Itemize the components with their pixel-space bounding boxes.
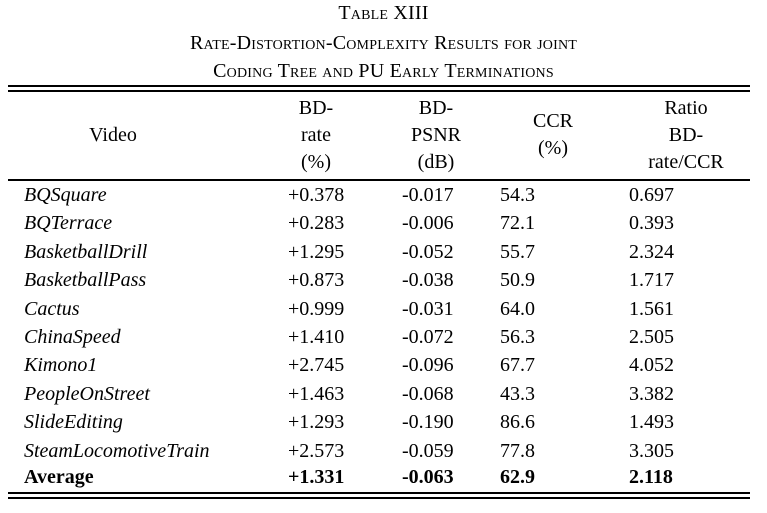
cell-ratio: 0.697 bbox=[629, 184, 674, 206]
table-header: Video BD- rate (%) BD- PSNR (dB) CCR (%)… bbox=[8, 93, 750, 177]
cell-video: BQSquare bbox=[24, 184, 107, 206]
cell-bd-psnr: -0.038 bbox=[402, 269, 454, 292]
top-rule-inner bbox=[8, 90, 750, 92]
cell-average-bd-psnr: -0.063 bbox=[402, 466, 454, 488]
cell-video: ChinaSpeed bbox=[24, 325, 121, 348]
table-caption-line-2: Coding Tree and PU Early Terminations bbox=[213, 60, 554, 82]
average-row: Average +1.331 -0.063 62.9 2.118 bbox=[8, 463, 750, 491]
table-caption-line-1: Rate-Distortion-Complexity Results for j… bbox=[189, 32, 578, 54]
cell-bd-psnr: -0.096 bbox=[402, 354, 454, 377]
cell-ccr: 55.7 bbox=[500, 240, 535, 263]
cell-bd-rate: +1.463 bbox=[288, 382, 345, 405]
cell-bd-rate: +0.283 bbox=[288, 212, 345, 235]
cell-bd-rate: +0.378 bbox=[288, 184, 345, 206]
table-row: BQSquare +0.378 -0.017 54.3 0.697 bbox=[8, 181, 750, 209]
cell-bd-rate: +0.873 bbox=[288, 269, 345, 292]
cell-ccr: 43.3 bbox=[500, 382, 535, 405]
cell-average-label: Average bbox=[24, 466, 94, 488]
bottom-rule bbox=[8, 492, 750, 494]
cell-ratio: 1.717 bbox=[629, 269, 674, 292]
cell-bd-rate: +1.293 bbox=[288, 411, 345, 434]
cell-ratio: 3.305 bbox=[629, 439, 674, 462]
cell-bd-rate: +2.573 bbox=[288, 439, 345, 462]
table-row: BasketballPass +0.873 -0.038 50.9 1.717 bbox=[8, 266, 750, 294]
header-bd-rate: BD- rate (%) bbox=[298, 96, 334, 173]
cell-ccr: 86.6 bbox=[500, 411, 535, 434]
cell-bd-rate: +0.999 bbox=[288, 297, 345, 320]
cell-average-ratio: 2.118 bbox=[629, 466, 673, 488]
header-ratio: Ratio BD- rate/CCR bbox=[648, 96, 724, 173]
cell-ratio: 2.505 bbox=[629, 325, 674, 348]
table-row: ChinaSpeed +1.410 -0.072 56.3 2.505 bbox=[8, 323, 750, 351]
cell-bd-psnr: -0.052 bbox=[402, 240, 454, 263]
cell-ccr: 64.0 bbox=[500, 297, 535, 320]
header-video: Video bbox=[89, 123, 137, 146]
cell-ccr: 56.3 bbox=[500, 325, 535, 348]
table-label: Table XIII bbox=[338, 2, 429, 24]
table-body: BQSquare +0.378 -0.017 54.3 0.697 BQTerr… bbox=[8, 181, 750, 465]
cell-bd-psnr: -0.017 bbox=[402, 184, 454, 206]
header-ccr: CCR (%) bbox=[532, 110, 574, 159]
cell-ccr: 54.3 bbox=[500, 184, 535, 206]
cell-video: Kimono1 bbox=[24, 354, 98, 377]
header-bd-psnr: BD- PSNR (dB) bbox=[410, 96, 462, 173]
cell-bd-psnr: -0.190 bbox=[402, 411, 454, 434]
cell-ratio: 3.382 bbox=[629, 382, 674, 405]
cell-video: BQTerrace bbox=[24, 212, 113, 235]
cell-video: SlideEditing bbox=[24, 411, 123, 434]
cell-bd-psnr: -0.059 bbox=[402, 439, 454, 462]
table-row: SlideEditing +1.293 -0.190 86.6 1.493 bbox=[8, 408, 750, 436]
cell-bd-rate: +1.410 bbox=[288, 325, 345, 348]
cell-ratio: 1.493 bbox=[629, 411, 674, 434]
cell-video: Cactus bbox=[24, 297, 80, 320]
cell-bd-psnr: -0.031 bbox=[402, 297, 454, 320]
bottom-rule-outer bbox=[8, 497, 750, 499]
cell-average-bd-rate: +1.331 bbox=[288, 466, 345, 488]
cell-ccr: 50.9 bbox=[500, 269, 535, 292]
cell-ratio: 1.561 bbox=[629, 297, 674, 320]
cell-ratio: 0.393 bbox=[629, 212, 674, 235]
table-row: BQTerrace +0.283 -0.006 72.1 0.393 bbox=[8, 209, 750, 237]
cell-average-ccr: 62.9 bbox=[500, 466, 535, 488]
cell-video: SteamLocomotiveTrain bbox=[24, 439, 210, 462]
cell-video: BasketballDrill bbox=[24, 240, 148, 263]
cell-ratio: 2.324 bbox=[629, 240, 674, 263]
table-row: BasketballDrill +1.295 -0.052 55.7 2.324 bbox=[8, 238, 750, 266]
cell-bd-psnr: -0.068 bbox=[402, 382, 454, 405]
top-rule bbox=[8, 85, 750, 87]
table-row: Cactus +0.999 -0.031 64.0 1.561 bbox=[8, 295, 750, 323]
cell-ccr: 67.7 bbox=[500, 354, 535, 377]
cell-bd-rate: +1.295 bbox=[288, 240, 345, 263]
cell-bd-psnr: -0.072 bbox=[402, 325, 454, 348]
cell-ccr: 72.1 bbox=[500, 212, 535, 235]
cell-video: PeopleOnStreet bbox=[24, 382, 150, 405]
table-row: Kimono1 +2.745 -0.096 67.7 4.052 bbox=[8, 351, 750, 379]
table-row: SteamLocomotiveTrain +2.573 -0.059 77.8 … bbox=[8, 437, 750, 465]
header-rule bbox=[8, 179, 750, 181]
cell-video: BasketballPass bbox=[24, 269, 147, 292]
cell-ratio: 4.052 bbox=[629, 354, 674, 377]
table-row: PeopleOnStreet +1.463 -0.068 43.3 3.382 bbox=[8, 380, 750, 408]
cell-bd-psnr: -0.006 bbox=[402, 212, 454, 235]
cell-bd-rate: +2.745 bbox=[288, 354, 345, 377]
cell-ccr: 77.8 bbox=[500, 439, 535, 462]
